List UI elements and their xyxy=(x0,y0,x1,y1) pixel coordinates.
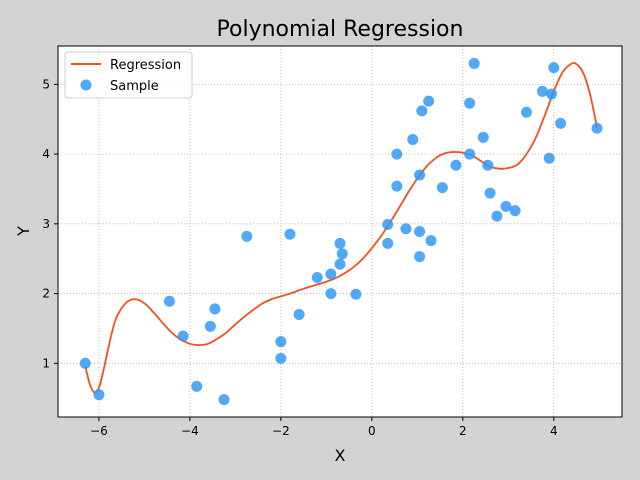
sample-point xyxy=(293,308,305,320)
sample-point xyxy=(218,394,230,406)
sample-point xyxy=(275,352,287,364)
sample-point xyxy=(163,295,175,307)
sample-point xyxy=(93,389,105,401)
sample-point xyxy=(407,133,419,145)
x-axis-ticks: −6 −4 −2 0 2 4 xyxy=(90,417,558,438)
y-tick-label: 2 xyxy=(42,287,50,301)
sample-point xyxy=(311,272,323,284)
sample-point xyxy=(491,210,503,222)
sample-point xyxy=(325,288,337,300)
sample-point xyxy=(284,228,296,240)
sample-point xyxy=(450,159,462,171)
plot-area xyxy=(58,46,622,417)
sample-point xyxy=(350,288,362,300)
sample-point xyxy=(400,223,412,235)
sample-point xyxy=(177,330,189,342)
x-tick-label: 0 xyxy=(368,424,376,438)
sample-point xyxy=(509,205,521,217)
y-tick-label: 5 xyxy=(42,77,50,91)
legend: Regression Sample xyxy=(64,51,193,99)
sample-point xyxy=(325,268,337,280)
sample-point xyxy=(477,131,489,143)
sample-point xyxy=(391,180,403,192)
sample-point xyxy=(520,106,532,118)
sample-point xyxy=(79,357,91,369)
sample-point xyxy=(391,148,403,160)
sample-point xyxy=(209,303,221,315)
y-tick-label: 3 xyxy=(42,217,50,231)
sample-point xyxy=(382,219,394,231)
sample-point xyxy=(500,200,512,212)
x-tick-label: −2 xyxy=(272,424,290,438)
x-tick-label: −6 xyxy=(90,424,108,438)
sample-point xyxy=(416,105,428,117)
legend-regression-label: Regression xyxy=(110,58,181,73)
y-tick-label: 4 xyxy=(42,147,50,161)
x-axis-label: X xyxy=(335,446,346,465)
sample-point xyxy=(548,62,560,74)
x-tick-label: 2 xyxy=(459,424,467,438)
sample-point xyxy=(468,57,480,69)
chart-title: Polynomial Regression xyxy=(217,17,464,42)
sample-point xyxy=(464,97,476,109)
sample-point xyxy=(464,148,476,160)
sample-point xyxy=(241,230,253,242)
y-axis-label: Y xyxy=(14,226,33,237)
x-tick-label: −4 xyxy=(181,424,199,438)
sample-point xyxy=(204,320,216,332)
sample-point xyxy=(382,237,394,249)
sample-point xyxy=(275,336,287,348)
sample-point xyxy=(482,159,494,171)
sample-points xyxy=(79,57,603,406)
sample-point xyxy=(436,182,448,194)
sample-point xyxy=(484,187,496,199)
regression-line xyxy=(84,61,598,394)
sample-point xyxy=(423,95,435,107)
sample-point xyxy=(555,117,567,129)
regression-curve xyxy=(84,61,598,394)
legend-sample-label: Sample xyxy=(110,79,159,94)
sample-point xyxy=(425,235,437,247)
x-tick-label: 4 xyxy=(550,424,558,438)
sample-point xyxy=(536,85,548,97)
sample-point xyxy=(546,88,557,100)
y-tick-label: 1 xyxy=(42,356,50,370)
sample-point xyxy=(336,248,348,260)
y-axis-ticks: 1 2 3 4 5 xyxy=(42,77,58,370)
plot-frame xyxy=(57,45,623,418)
sample-point xyxy=(334,258,346,270)
sample-point xyxy=(414,226,426,237)
sample-point xyxy=(414,169,426,181)
sample-point xyxy=(334,237,346,249)
sample-point xyxy=(543,152,555,164)
sample-point xyxy=(191,380,203,392)
sample-point xyxy=(414,251,426,263)
sample-point xyxy=(591,122,603,134)
legend-sample-swatch xyxy=(80,79,92,91)
